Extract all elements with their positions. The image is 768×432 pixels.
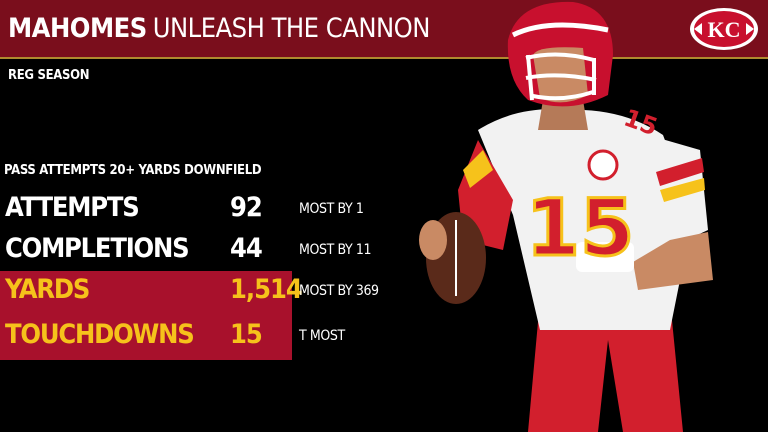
header-divider bbox=[0, 57, 768, 59]
stat-note: T MOST bbox=[299, 328, 345, 344]
logo-text: KC bbox=[708, 17, 741, 42]
stat-value: 1,514 bbox=[230, 274, 303, 305]
header-bar: MAHOMES UNLEASH THE CANNON KC bbox=[0, 0, 768, 57]
stat-label: YARDS bbox=[5, 274, 90, 305]
stat-row-yards: YARDS 1,514 MOST BY 369 bbox=[0, 271, 390, 311]
stat-note: MOST BY 1 bbox=[299, 201, 364, 217]
player-name: MAHOMES bbox=[8, 13, 147, 44]
season-label: REG SEASON bbox=[8, 68, 90, 83]
jersey-number: 15 bbox=[526, 184, 635, 274]
headline: UNLEASH THE CANNON bbox=[152, 13, 431, 44]
highlight-bar bbox=[0, 311, 292, 360]
stat-note: MOST BY 369 bbox=[299, 283, 379, 299]
stat-note: MOST BY 11 bbox=[299, 242, 372, 258]
stat-value: 15 bbox=[230, 319, 263, 350]
page-title: MAHOMES UNLEASH THE CANNON bbox=[8, 12, 430, 46]
stat-row-attempts: ATTEMPTS 92 MOST BY 1 bbox=[0, 189, 390, 227]
stat-label: TOUCHDOWNS bbox=[5, 319, 195, 350]
stat-label: COMPLETIONS bbox=[5, 233, 190, 264]
stat-value: 44 bbox=[230, 233, 263, 264]
stat-category-title: PASS ATTEMPTS 20+ YARDS DOWNFIELD bbox=[4, 163, 262, 178]
stat-label: ATTEMPTS bbox=[5, 192, 140, 223]
chiefs-logo: KC bbox=[690, 8, 758, 50]
stat-row-completions: COMPLETIONS 44 MOST BY 11 bbox=[0, 230, 390, 268]
stat-row-touchdowns: TOUCHDOWNS 15 T MOST bbox=[0, 311, 390, 360]
stat-value: 92 bbox=[230, 192, 263, 223]
highlight-bar bbox=[0, 271, 292, 311]
player-photo: 15 15 bbox=[419, 1, 713, 432]
